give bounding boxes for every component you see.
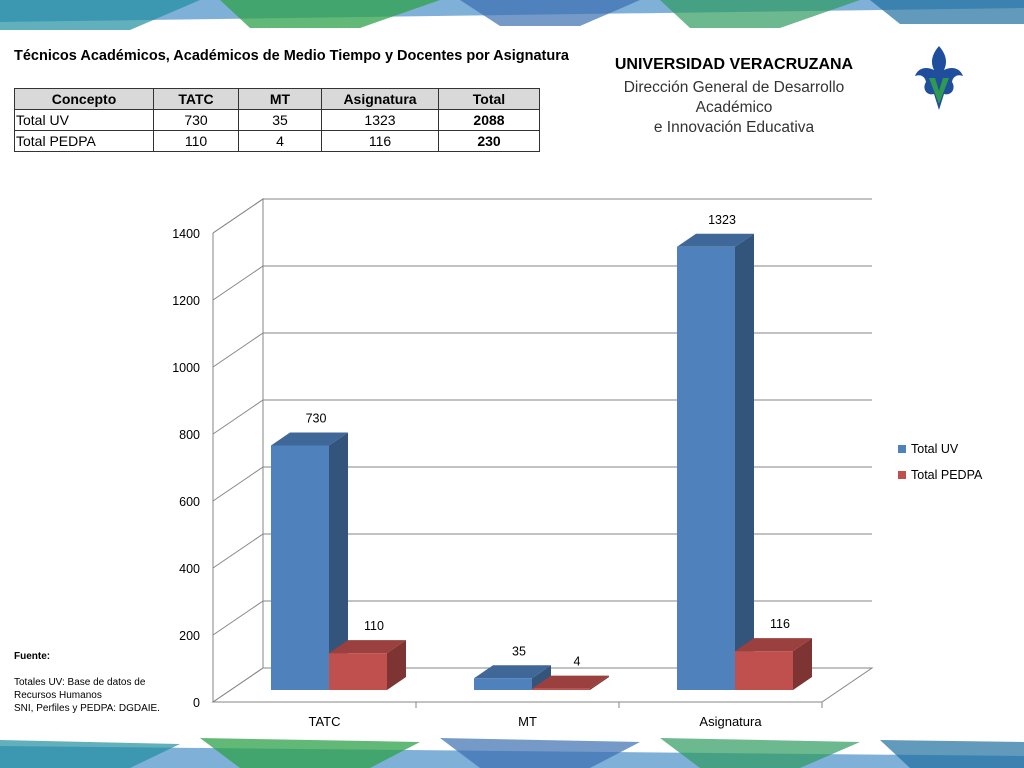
bar-front [735,651,793,690]
data-label: 730 [306,411,327,425]
university-name: UNIVERSIDAD VERACRUZANA [614,56,854,73]
y-tick-label: 1400 [172,227,200,241]
table-cell: Total PEDPA [14,130,154,152]
table-cell: 1323 [321,109,439,131]
legend-label: Total UV [911,442,959,456]
column-header: Asignatura [321,88,439,110]
y-tick-label: 200 [179,629,200,643]
bar-front [532,688,590,690]
page-title: Técnicos Académicos, Académicos de Medio… [14,48,569,64]
table-cell: 110 [153,130,239,152]
table-cell-total: 230 [438,130,540,152]
table-header-row: Concepto TATC MT Asignatura Total [14,88,540,110]
table-cell: Total UV [14,109,154,131]
source-label: Fuente: [14,651,51,662]
chart-side-wall [212,198,264,668]
legend-swatch [898,471,906,479]
x-tick-label: Asignatura [699,714,762,729]
bar-side [532,665,551,690]
department-line-2: e Innovación Educativa [653,119,815,136]
summary-table: Concepto TATC MT Asignatura Total Total … [14,88,540,152]
column-header: Concepto [14,88,154,110]
bar-front [474,678,532,690]
source-line: SNI, Perfiles y PEDPA: DGDAIE. [14,703,160,714]
bar-side [735,233,754,691]
data-label: 1323 [708,213,736,227]
data-label: 35 [512,644,526,658]
bar-top [532,675,609,689]
bar-side [329,432,348,690]
data-label: 116 [770,617,790,631]
bar-front [271,445,329,690]
source-line: Totales UV: Base de datos de [14,677,146,688]
gridline [212,466,872,502]
source-note: Fuente: Totales UV: Base de datos de Rec… [14,650,160,715]
column-header: MT [238,88,322,110]
column-header: Total [438,88,540,110]
university-logo [915,46,963,110]
gridline [212,399,872,435]
gridline [212,265,872,301]
y-tick-label: 0 [193,696,200,710]
y-tick-label: 800 [179,428,200,442]
y-tick-label: 600 [179,495,200,509]
table-cell: 116 [321,130,439,152]
bar-side [590,675,609,690]
bar-front [677,246,735,691]
bar-top [735,638,812,652]
legend-item-total-pedpa: Total PEDPA [898,462,982,488]
table-row: Total UV 730 35 1323 2088 [14,109,540,131]
gridline [212,198,872,234]
x-tick-label: MT [518,714,537,729]
legend-item-total-uv: Total UV [898,436,982,462]
chart-legend: Total UV Total PEDPA [898,436,982,488]
bar-front [329,653,387,690]
table-cell-total: 2088 [438,109,540,131]
bar-top [329,640,406,654]
data-label: 4 [574,655,581,669]
bar-side [387,640,406,690]
bar-top [271,432,348,446]
data-label: 110 [364,619,384,633]
table-row: Total PEDPA 110 4 116 230 [14,130,540,152]
bar-top [474,665,551,679]
bar-chart: 0 200 400 600 800 1000 1200 1400 TATC 730 110 MT 35 4… [172,198,874,729]
top-decorative-band [0,0,1024,30]
table-cell: 35 [238,109,322,131]
column-header: TATC [153,88,239,110]
y-tick-label: 1200 [172,294,200,308]
bar-top [677,233,754,247]
bottom-decorative-band [0,738,1024,768]
gridline [212,533,872,569]
department-name: Dirección General de Desarrollo Académic… [598,78,870,138]
legend-swatch [898,445,906,453]
department-line-1: Dirección General de Desarrollo Académic… [623,79,845,116]
source-line: Recursos Humanos [14,690,102,701]
y-tick-label: 1000 [172,361,200,375]
y-tick-label: 400 [179,562,200,576]
x-tick-label: TATC [308,714,340,729]
table-cell: 4 [238,130,322,152]
legend-label: Total PEDPA [911,468,983,482]
table-cell: 730 [153,109,239,131]
bar-side [793,638,812,690]
gridline [212,332,872,368]
gridline [212,600,872,636]
